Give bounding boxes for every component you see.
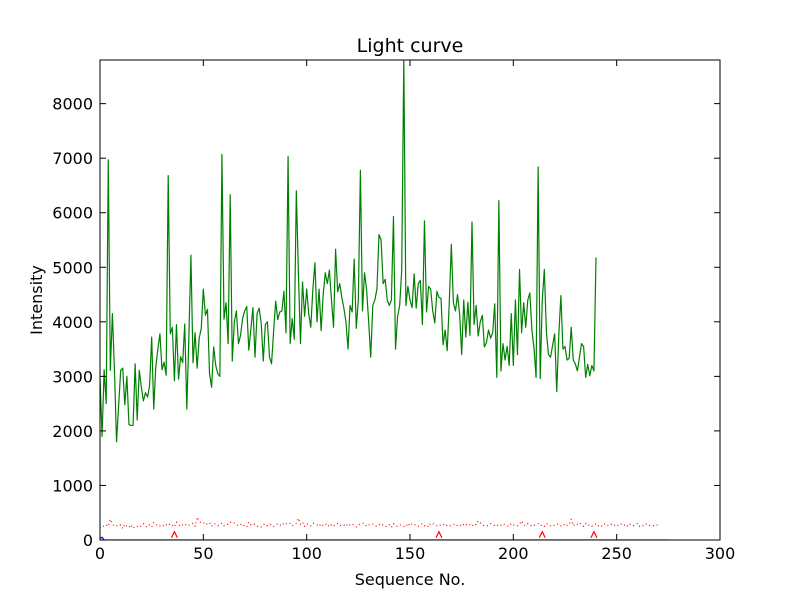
x-tick-label: 150 [395, 544, 426, 563]
x-tick-label: 0 [95, 544, 105, 563]
x-tick-label: 200 [498, 544, 529, 563]
y-tick-label: 3000 [52, 367, 93, 386]
x-tick-label: 300 [705, 544, 736, 563]
series-3-marker [170, 530, 178, 538]
series-1-line [100, 516, 659, 530]
y-tick-label: 8000 [52, 95, 93, 114]
chart-title: Light curve [357, 35, 464, 57]
y-axis-label: Intensity [27, 265, 46, 335]
axis-ticks: 0 50 100 150 200 250 3000100020003000400050006… [52, 60, 735, 563]
series-4-line [100, 536, 105, 540]
y-tick-label: 0 [83, 531, 93, 550]
y-tick-label: 4000 [52, 313, 93, 332]
series-3-marker [435, 530, 443, 538]
series-3-marker [538, 530, 546, 538]
series-0-line [100, 60, 597, 443]
x-axis-label: Sequence No. [355, 570, 466, 589]
y-tick-label: 1000 [52, 476, 93, 495]
x-tick-label: 250 [601, 544, 632, 563]
y-tick-label: 7000 [52, 149, 93, 168]
y-tick-label: 6000 [52, 204, 93, 223]
x-tick-label: 100 [291, 544, 322, 563]
x-tick-label: 50 [193, 544, 213, 563]
y-tick-label: 2000 [52, 422, 93, 441]
y-tick-label: 5000 [52, 258, 93, 277]
series-3-marker [590, 530, 598, 538]
plot-area [100, 60, 669, 540]
